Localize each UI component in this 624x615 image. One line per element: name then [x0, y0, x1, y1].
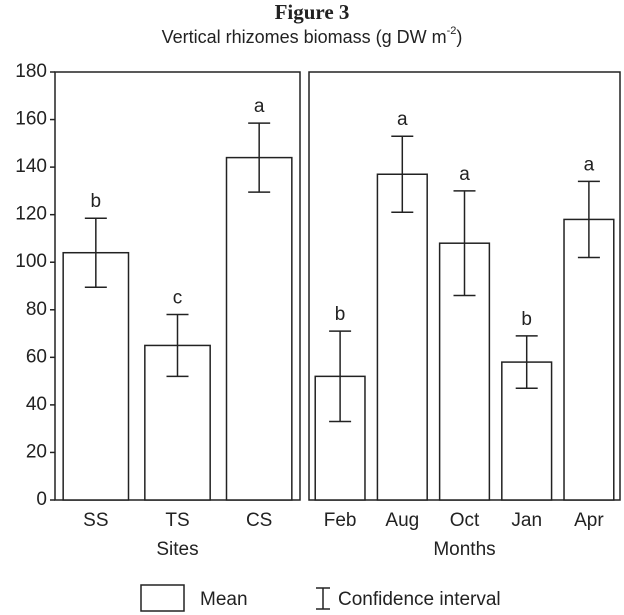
legend-label: Confidence interval — [338, 589, 501, 610]
chart-subtitle: Vertical rhizomes biomass (g DW m-2) — [162, 25, 463, 47]
x-tick-label: TS — [165, 510, 189, 531]
annotation: b — [335, 304, 346, 325]
x-axis-label: Sites — [156, 539, 198, 560]
bar — [62, 251, 130, 501]
y-tick-label: 40 — [26, 394, 47, 415]
bar — [225, 156, 293, 501]
annotation: b — [91, 191, 102, 212]
annotation: a — [397, 109, 408, 130]
x-tick-label: CS — [246, 510, 272, 531]
bar — [563, 218, 615, 501]
y-tick-label: 140 — [15, 156, 47, 177]
annotation: a — [254, 96, 265, 117]
bar — [144, 344, 211, 501]
annotation: c — [173, 288, 183, 309]
x-tick-label: SS — [83, 510, 108, 531]
y-tick-label: 180 — [15, 61, 47, 82]
y-tick-label: 0 — [36, 489, 47, 510]
y-tick-label: 20 — [26, 441, 47, 462]
subtitle-text: Vertical rhizomes biomass (g DW m — [162, 27, 447, 47]
x-tick-label: Jan — [511, 510, 542, 531]
x-axis-label: Months — [433, 539, 495, 560]
x-tick-label: Aug — [385, 510, 419, 531]
legend-mean-swatch — [140, 584, 185, 612]
annotation: b — [521, 309, 532, 330]
subtitle-end: ) — [456, 27, 462, 47]
annotation: a — [584, 154, 595, 175]
annotation: a — [459, 164, 470, 185]
y-tick-label: 160 — [15, 109, 47, 130]
y-tick-label: 80 — [26, 299, 47, 320]
y-tick-label: 60 — [26, 346, 47, 367]
x-tick-label: Feb — [324, 510, 357, 531]
y-tick-label: 100 — [15, 251, 47, 272]
y-tick-label: 120 — [15, 204, 47, 225]
bar — [376, 173, 428, 501]
chart-title: Figure 3 — [275, 0, 350, 24]
legend-label: Mean — [200, 589, 248, 610]
x-tick-label: Apr — [574, 510, 604, 531]
x-tick-label: Oct — [450, 510, 480, 531]
subtitle-superscript: -2 — [447, 25, 457, 37]
legend-ci-icon — [316, 587, 330, 610]
